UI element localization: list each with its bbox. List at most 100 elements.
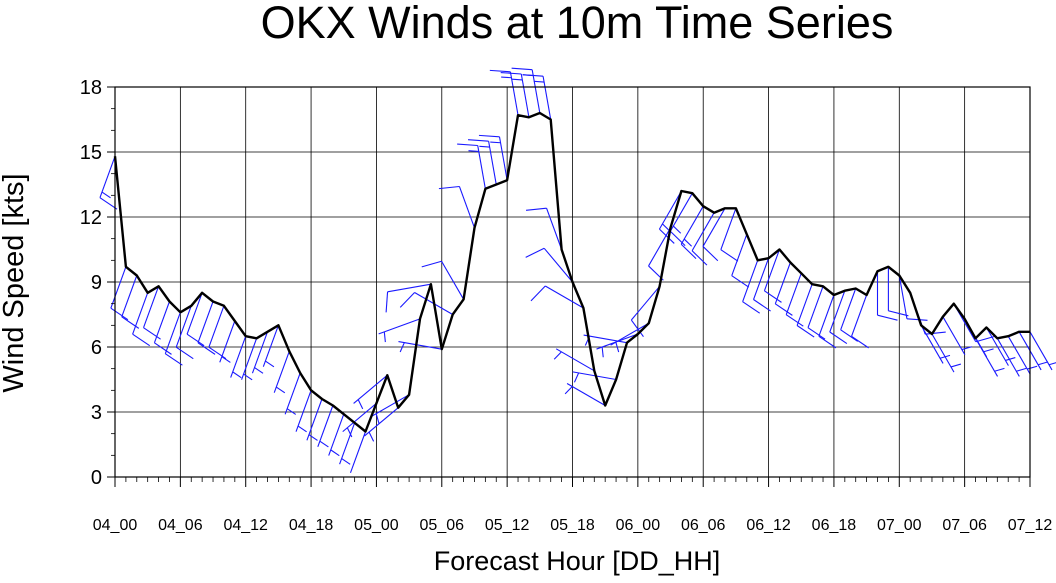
barb-flag: [165, 353, 183, 366]
x-tick-label: 05_12: [485, 517, 530, 534]
y-tick-label: 9: [91, 272, 102, 294]
wind-speed-line: [113, 111, 1030, 433]
y-tick-label: 6: [91, 337, 102, 359]
barb-staff: [942, 316, 966, 356]
wind-barb: [742, 260, 761, 314]
wind-barb: [230, 335, 247, 379]
barb-flag: [457, 143, 478, 147]
x-tick-label: 04_12: [223, 517, 268, 534]
wind-barb: [525, 247, 573, 283]
wind-barb: [630, 285, 661, 338]
barb-staff: [441, 260, 465, 300]
barb-staff: [317, 405, 334, 448]
wind-barb: [328, 413, 345, 457]
wind-barb: [975, 338, 1005, 377]
wind-barb: [262, 325, 279, 368]
x-tick-label: 04_00: [93, 517, 138, 534]
barb-half-flag: [375, 413, 380, 424]
barb-staff: [555, 348, 595, 372]
wind-barb: [807, 286, 826, 340]
barb-staff: [851, 294, 868, 337]
wind-barb: [438, 185, 475, 229]
barb-flag: [877, 314, 898, 321]
barb-half-flag: [297, 425, 307, 433]
barb-flag: [399, 292, 415, 308]
barb-half-flag: [308, 434, 318, 441]
wind-barb: [851, 294, 869, 349]
x-tick-label: 04_06: [158, 517, 203, 534]
x-tick-label: 07_12: [1008, 517, 1053, 534]
barb-flag: [796, 325, 815, 338]
barb-flag: [702, 246, 719, 262]
barb-flag: [530, 285, 546, 302]
wind-barb: [829, 290, 848, 345]
barb-staff: [931, 333, 955, 373]
barb-flag: [659, 228, 675, 244]
barb-staff: [1007, 335, 1031, 375]
barb-half-flag: [1016, 367, 1027, 372]
barb-flag: [197, 342, 216, 355]
wind-barb: [553, 348, 595, 372]
wind-barb: [898, 275, 928, 321]
barb-staff: [477, 145, 486, 189]
wind-barb: [702, 208, 726, 262]
barb-staff: [99, 156, 116, 198]
barb-staff: [731, 234, 748, 276]
barb-staff: [284, 372, 301, 415]
barb-half-flag: [383, 331, 386, 343]
barb-flag: [208, 346, 227, 360]
barb-staff: [630, 285, 661, 321]
wind-barb: [996, 338, 1027, 377]
barb-staff: [669, 192, 693, 232]
wind-barb: [241, 338, 258, 381]
barb-staff: [796, 283, 813, 326]
barb-flag: [840, 329, 859, 342]
barb-staff: [110, 266, 127, 309]
y-tick-label: 3: [91, 402, 102, 424]
barb-half-flag: [357, 399, 364, 410]
wind-barb: [942, 316, 972, 356]
barb-staff: [121, 275, 138, 318]
barb-flag: [742, 301, 761, 314]
barb-staff: [370, 394, 410, 418]
barb-flag: [669, 230, 686, 246]
barb-half-flag: [501, 76, 512, 79]
wind-barb: [909, 292, 946, 335]
barb-staff: [898, 275, 908, 319]
wind-barb: [658, 190, 682, 244]
barb-staff: [458, 186, 475, 229]
barb-half-flag: [533, 80, 545, 83]
barb-half-flag: [221, 356, 231, 363]
barb-staff: [566, 383, 606, 406]
barb-flag: [186, 333, 205, 347]
barb-half-flag: [232, 371, 242, 379]
barb-staff: [658, 190, 682, 230]
wind-barb: [364, 407, 399, 442]
wind-barb: [669, 192, 693, 246]
wind-barb: [164, 312, 183, 366]
barb-flag: [925, 331, 946, 335]
wind-barb: [610, 322, 650, 353]
y-tick-label: 18: [80, 77, 102, 99]
barb-staff: [353, 374, 388, 404]
barb-staff: [753, 257, 770, 300]
barb-half-flag: [672, 225, 682, 234]
barb-staff: [807, 286, 824, 328]
wind-barb: [197, 301, 216, 355]
barb-flag: [731, 275, 750, 288]
wind-barb: [273, 351, 290, 394]
wind-barb: [421, 260, 465, 300]
barb-staff: [840, 288, 857, 331]
barb-staff: [132, 292, 149, 335]
wind-barbs: [99, 67, 1056, 474]
barb-flag: [525, 207, 547, 211]
wind-barb: [378, 318, 421, 343]
wind-barb: [186, 292, 205, 347]
wind-barb: [143, 286, 161, 340]
y-tick-label: 0: [91, 467, 102, 489]
barb-flag: [829, 331, 848, 345]
barb-flag: [489, 69, 511, 73]
barb-staff: [774, 262, 791, 305]
barb-flag: [818, 335, 837, 349]
barb-staff: [378, 318, 421, 335]
